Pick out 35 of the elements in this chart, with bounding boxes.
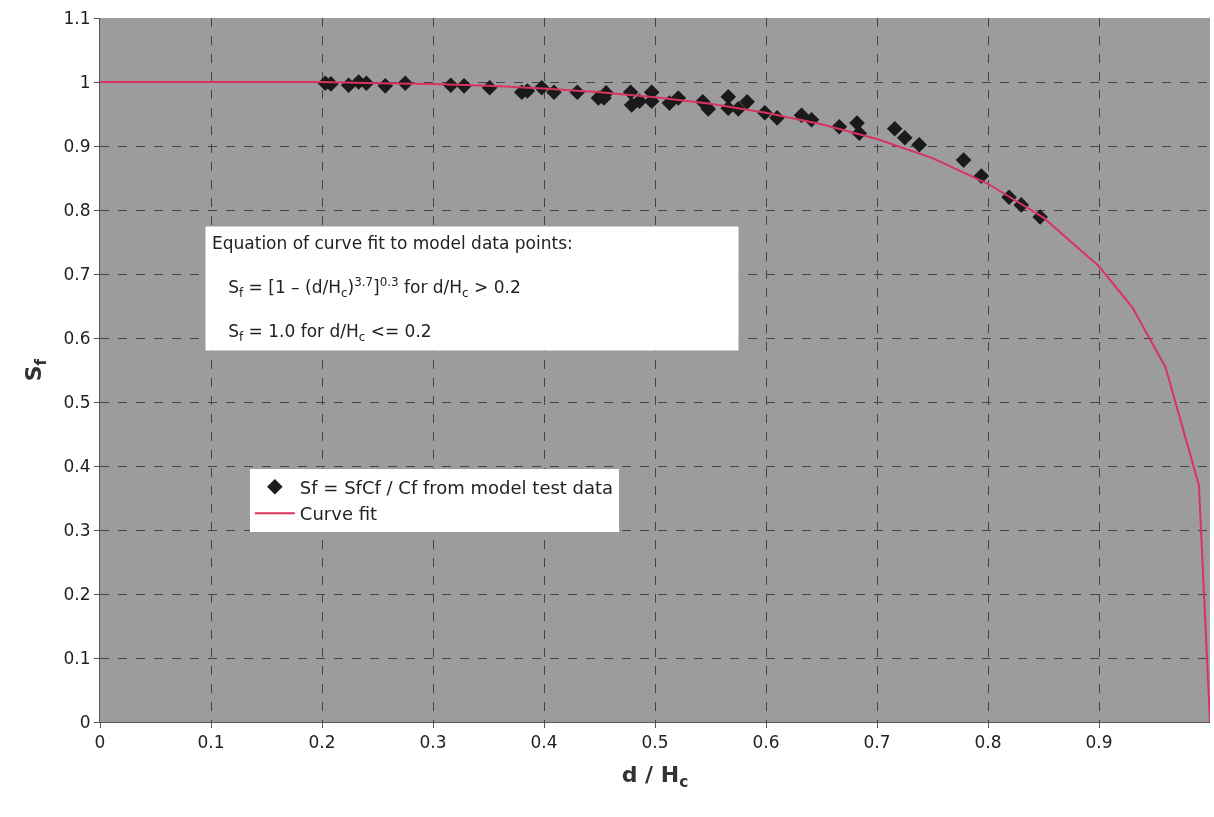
- point: [896, 129, 913, 146]
- point: [955, 152, 972, 168]
- x-tick-label: 0.8: [974, 732, 1002, 753]
- y-tick-label: 1.1: [63, 7, 91, 28]
- y-tick-label: 0.9: [63, 135, 91, 156]
- x-tick-label: 0.4: [530, 732, 558, 753]
- legend-label: Sf = SfCf / Cf from model test data: [299, 476, 614, 498]
- x-tick-label: 0.9: [1085, 732, 1113, 753]
- point: [911, 136, 927, 153]
- x-tick-label: 0.5: [641, 732, 669, 753]
- point: [886, 120, 903, 137]
- y-tick-label: 0.7: [63, 263, 91, 284]
- y-tick-label: 0.2: [63, 583, 91, 604]
- annotation: S$_{f}$ = 1.0 for d/H$_{c}$ <= 0.2: [212, 321, 432, 344]
- annotation: Equation of curve fit to model data points:: [212, 233, 573, 253]
- x-tick-label: 0: [94, 732, 106, 753]
- y-tick-label: 0.6: [63, 327, 91, 348]
- y-tick-label: 1: [79, 71, 91, 92]
- point: [739, 94, 755, 110]
- y-tick-label: 0: [79, 711, 91, 732]
- y-tick-label: 0.5: [63, 391, 91, 412]
- y-tick-label: 0.1: [63, 647, 91, 668]
- x-tick-label: 0.7: [863, 732, 891, 753]
- x-tick-label: 0.3: [419, 732, 447, 753]
- x-axis-title: d / H$_{c}$: [621, 762, 689, 791]
- point: [720, 88, 737, 105]
- legend-label: Curve fit: [299, 503, 378, 525]
- y-tick-label: 0.8: [63, 199, 91, 220]
- point: [700, 101, 717, 117]
- x-tick-label: 0.6: [752, 732, 780, 753]
- x-tick-label: 0.2: [308, 732, 336, 753]
- y-tick-label: 0.3: [63, 519, 91, 540]
- y-tick-label: 0.4: [63, 455, 91, 476]
- x-tick-label: 0.1: [197, 732, 225, 753]
- y-axis-title: S$_{f}$: [228, 277, 245, 300]
